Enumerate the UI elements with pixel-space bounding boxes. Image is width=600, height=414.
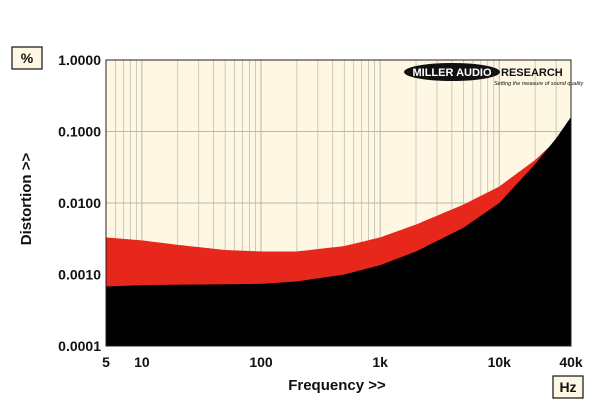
x-unit-box-frame xyxy=(552,375,584,399)
x-tick-label: 100 xyxy=(249,354,273,370)
y-tick-label: 0.1000 xyxy=(58,124,101,140)
x-axis-title: Frequency >> xyxy=(288,377,386,394)
logo-ellipse xyxy=(404,63,500,81)
logo-tagline: Setting the measure of sound quality xyxy=(494,81,585,87)
y-axis-title: Distortion >> xyxy=(18,153,35,246)
x-tick-label: 1k xyxy=(372,354,388,370)
y-tick-label: 1.0000 xyxy=(58,52,101,68)
x-tick-label: 5 xyxy=(102,354,110,370)
x-unit-label: Hz xyxy=(559,379,576,395)
y-unit-box: % xyxy=(11,46,43,70)
x-tick-label: 10k xyxy=(488,354,512,370)
x-unit-box: Hz xyxy=(552,375,584,399)
x-tick-labels: 5 10 100 1k 10k 40k xyxy=(102,354,583,370)
series-area-2 xyxy=(106,116,571,346)
plot-frame xyxy=(105,59,572,347)
series-layer xyxy=(106,116,571,346)
logo-text-right: RESEARCH xyxy=(501,67,563,79)
y-tick-labels: 0.0001 0.0010 0.0100 0.1000 1.0000 xyxy=(58,52,101,354)
miller-audio-research-logo: MILLER AUDIO RESEARCH Setting the measur… xyxy=(404,63,585,87)
y-tick-label: 0.0100 xyxy=(58,195,101,211)
y-tick-label: 0.0001 xyxy=(58,338,101,354)
logo-text-left: MILLER AUDIO xyxy=(412,67,491,79)
x-tick-label: 10 xyxy=(134,354,150,370)
y-tick-label: 0.0010 xyxy=(58,267,101,283)
x-tick-label: 40k xyxy=(559,354,583,370)
y-unit-box-frame xyxy=(11,46,43,70)
y-unit-label: % xyxy=(21,50,34,66)
